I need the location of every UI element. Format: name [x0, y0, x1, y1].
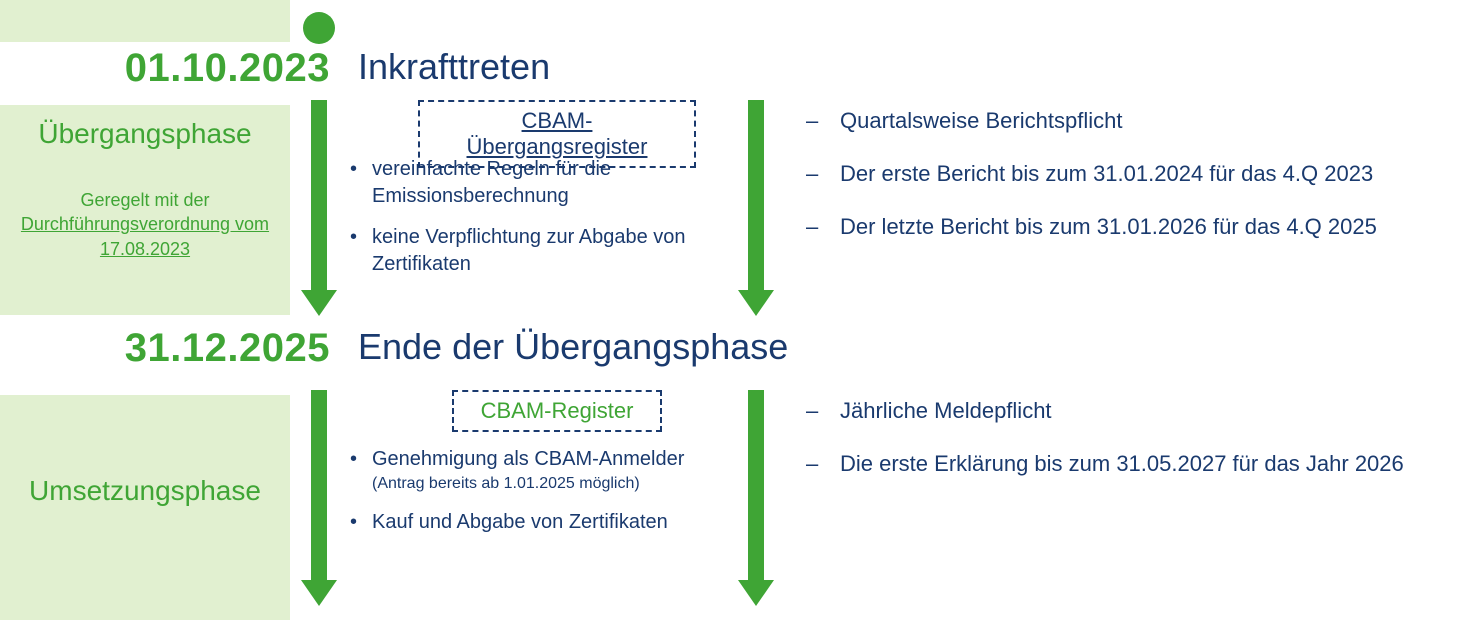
arrow-left-top-head-icon	[301, 290, 337, 316]
section2-bullets: Genehmigung als CBAM-Anmelder (Antrag be…	[346, 446, 728, 550]
phase1-title: Übergangsphase	[0, 118, 290, 150]
green-block-top	[0, 0, 290, 42]
section1-dash-1: Der erste Bericht bis zum 31.01.2024 für…	[800, 159, 1430, 190]
section1-bullet-1: keine Verpflichtung zur Abgabe von Zerti…	[346, 224, 728, 278]
arrow-left-top-shaft	[311, 100, 327, 292]
arrow-right-top-shaft	[748, 100, 764, 292]
date-start: 01.10.2023	[0, 46, 330, 91]
cbam-uebergangsregister-link[interactable]: CBAM-Übergangsregister	[467, 108, 648, 159]
section1-dash-2: Der letzte Bericht bis zum 31.01.2026 fü…	[800, 212, 1430, 243]
section2-bullet-1: Kauf und Abgabe von Zertifikaten	[346, 509, 728, 536]
section2-bullet-0-sub: (Antrag bereits ab 1.01.2025 möglich)	[372, 473, 728, 495]
section2-bullet-0: Genehmigung als CBAM-Anmelder (Antrag be…	[346, 446, 728, 495]
section1-dash-0: Quartalsweise Berichtspflicht	[800, 106, 1430, 137]
section2-dashes: Jährliche Meldepflicht Die erste Erkläru…	[800, 396, 1430, 502]
section2-title: Ende der Übergangsphase	[358, 326, 788, 368]
section1-bullet-0: vereinfachte Regeln für die Emissionsber…	[346, 156, 728, 210]
section1-title: Inkrafttreten	[358, 46, 550, 88]
date-end: 31.12.2025	[0, 326, 330, 371]
section2-box: CBAM-Register	[452, 390, 662, 432]
arrow-left-bottom-head-icon	[301, 580, 337, 606]
regulation-link[interactable]: Durchführungsverordnung vom 17.08.2023	[21, 214, 269, 258]
left-column: Übergangsphase Geregelt mit der Durchfüh…	[0, 0, 290, 620]
section1-bullets: vereinfachte Regeln für die Emissionsber…	[346, 156, 728, 292]
green-block-bot	[0, 395, 290, 620]
arrow-right-bottom-head-icon	[738, 580, 774, 606]
regulation-prefix: Geregelt mit der	[80, 190, 209, 210]
section2-bullet-0-main: Genehmigung als CBAM-Anmelder	[372, 448, 684, 470]
cbam-register-label: CBAM-Register	[481, 398, 634, 423]
section2-dash-0: Jährliche Meldepflicht	[800, 396, 1430, 427]
regulation-text: Geregelt mit der Durchführungsverordnung…	[18, 188, 272, 261]
timeline-dot-icon	[303, 12, 335, 44]
section1-dashes: Quartalsweise Berichtspflicht Der erste …	[800, 106, 1430, 264]
arrow-right-bottom-shaft	[748, 390, 764, 582]
phase2-title: Umsetzungsphase	[0, 475, 290, 507]
section2-dash-1: Die erste Erklärung bis zum 31.05.2027 f…	[800, 449, 1430, 480]
arrow-right-top-head-icon	[738, 290, 774, 316]
arrow-left-bottom-shaft	[311, 390, 327, 582]
